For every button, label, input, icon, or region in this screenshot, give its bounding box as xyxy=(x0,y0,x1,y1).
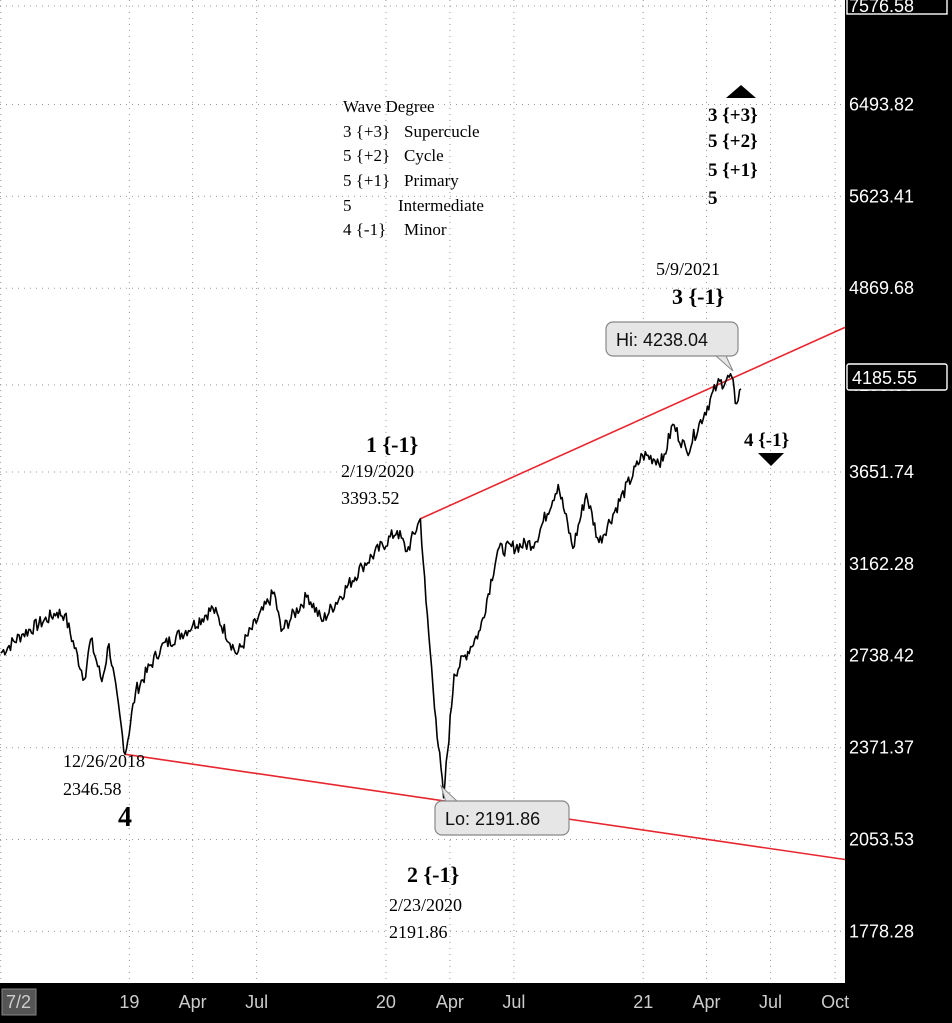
y-tick-label: 2053.53 xyxy=(849,829,914,849)
up-arrow-icon xyxy=(726,85,756,98)
stack-line-2: 5 {+2} xyxy=(708,131,758,152)
start-date-label: 7/2 xyxy=(6,992,31,1012)
stack-line-4: 5 xyxy=(708,188,718,209)
x-tick-label: Apr xyxy=(179,992,207,1012)
x-tick-label: Oct xyxy=(821,992,849,1012)
stack-line-1: 3 {+3} xyxy=(708,105,758,126)
hi-callout-box xyxy=(605,321,739,357)
wave1-label: 1 {-1} xyxy=(366,432,418,457)
price-axis[interactable]: 7576.58 6493.82 5623.41 4869.68 4185.55 3651.… xyxy=(845,0,952,983)
legend-code-2: 5 {+2} xyxy=(343,146,390,165)
time-axis[interactable]: 7/2 19 Apr Jul 20 Apr Jul 21 Apr Jul Oct xyxy=(0,983,952,1023)
y-tick-label: 6493.82 xyxy=(849,94,914,114)
legend-name-4: Intermediate xyxy=(398,196,484,215)
x-tick-label: 21 xyxy=(633,992,653,1012)
y-tick-label: 7576.58 xyxy=(849,0,914,16)
legend-code-4: 5 xyxy=(343,196,352,215)
y-tick-label: 2738.42 xyxy=(849,646,914,666)
time-axis-svg: 7/2 19 Apr Jul 20 Apr Jul 21 Apr Jul Oct xyxy=(1,988,849,1016)
wave3-label: 3 {-1} xyxy=(672,284,724,309)
hi-callout-text: Hi: 4238.04 xyxy=(616,330,708,350)
x-tick-label: 19 xyxy=(119,992,139,1012)
wave4-label: 4 xyxy=(118,802,132,833)
start-date-badge xyxy=(1,988,37,1016)
x-tick-label: Jul xyxy=(759,992,782,1012)
y-tick-labels: 7576.58 6493.82 5623.41 4869.68 4185.55 3651.… xyxy=(846,0,948,941)
chart-svg: Wave Degree 3 {+3} Supercucle 5 {+2} Cyc… xyxy=(0,0,845,983)
wave4-minor-label: 4 {-1} xyxy=(744,430,789,451)
down-arrow-icon xyxy=(758,453,784,466)
x-tick-label: Apr xyxy=(693,992,721,1012)
last-price-box xyxy=(846,363,948,391)
wave4-date: 12/26/2018 xyxy=(63,751,145,771)
x-tick-labels: 7/2 19 Apr Jul 20 Apr Jul 21 Apr Jul Oct xyxy=(6,992,849,1012)
x-tick-label: Jul xyxy=(245,992,268,1012)
legend-name-1: Supercucle xyxy=(404,122,480,141)
price-series-line xyxy=(0,373,742,799)
last-price-badge: 4185.55 xyxy=(846,363,948,391)
legend-name-5: Minor xyxy=(404,220,447,239)
legend-code-5: 4 {-1} xyxy=(343,220,386,239)
last-price-value: 4185.55 xyxy=(852,368,917,388)
upper-trendline xyxy=(420,326,845,520)
hi-callout: Hi: 4238.04 xyxy=(605,321,739,372)
legend-name-3: Primary xyxy=(404,171,459,190)
wave1-value: 3393.52 xyxy=(341,488,400,508)
wave-degree-legend: Wave Degree 3 {+3} Supercucle 5 {+2} Cyc… xyxy=(343,97,484,239)
x-tick-label: Jul xyxy=(502,992,525,1012)
wave3-date: 5/9/2021 xyxy=(656,259,720,279)
y-tick-label: 2371.37 xyxy=(849,738,914,758)
chart-plot-area[interactable]: Wave Degree 3 {+3} Supercucle 5 {+2} Cyc… xyxy=(0,0,845,983)
wave4-value: 2346.58 xyxy=(63,779,122,799)
x-tick-label: Apr xyxy=(436,992,464,1012)
price-axis-svg: 7576.58 6493.82 5623.41 4869.68 4185.55 3651.… xyxy=(846,0,948,941)
wave2-date: 2/23/2020 xyxy=(389,895,462,915)
hi-callout-pointer xyxy=(714,355,734,372)
wave1-date: 2/19/2020 xyxy=(341,461,414,481)
x-tick-label: 20 xyxy=(376,992,396,1012)
top-price-box xyxy=(846,0,948,15)
y-tick-label: 3651.74 xyxy=(849,462,914,482)
legend-name-2: Cycle xyxy=(404,146,444,165)
lo-callout: Lo: 2191.86 xyxy=(434,784,570,836)
y-tick-label: 3162.28 xyxy=(849,554,914,574)
y-tick-label: 1778.28 xyxy=(849,921,914,941)
wave-count-stack: 3 {+3} 5 {+2} 5 {+1} 5 xyxy=(708,85,758,209)
lo-callout-box xyxy=(434,800,570,836)
lo-callout-text: Lo: 2191.86 xyxy=(445,809,540,829)
legend-code-3: 5 {+1} xyxy=(343,171,390,190)
wave2-value: 2191.86 xyxy=(389,922,448,942)
trendlines xyxy=(125,326,845,861)
wave2-label: 2 {-1} xyxy=(407,862,459,887)
y-tick-label: 5623.41 xyxy=(849,186,914,206)
legend-code-1: 3 {+3} xyxy=(343,122,390,141)
legend-title: Wave Degree xyxy=(343,97,435,116)
stack-line-3: 5 {+1} xyxy=(708,160,758,181)
lo-callout-pointer xyxy=(439,784,460,803)
y-tick-label: 4869.68 xyxy=(849,278,914,298)
